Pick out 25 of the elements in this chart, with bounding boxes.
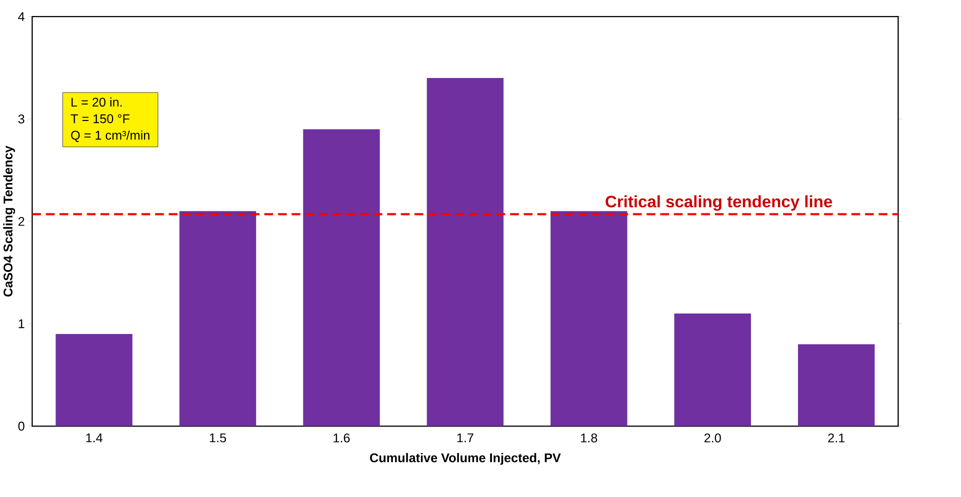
y-tick-label: 1 (18, 319, 24, 328)
x-tick-label: 1.6 (334, 433, 350, 442)
x-tick-label: 2.0 (704, 433, 721, 442)
bar (674, 313, 751, 426)
bar (550, 210, 628, 426)
bar (798, 344, 875, 426)
y-tick-label: 0 (18, 422, 24, 430)
x-axis-title: Cumulative Volume Injected, PV (370, 452, 561, 465)
annotation: T = 150 °F (70, 114, 130, 124)
ref-line-label: Critical scaling tendency line (606, 195, 832, 211)
y-tick-label: 2 (18, 216, 24, 226)
bar (56, 334, 132, 426)
x-tick-label: 1.5 (210, 433, 226, 442)
bar (303, 129, 380, 426)
annotation: Q = 1 cm³/min (71, 130, 150, 142)
x-tick-label: 1.7 (457, 433, 474, 442)
x-tick-label: 2.1 (828, 433, 844, 442)
x-tick-label: 1.4 (86, 433, 102, 442)
y-tick-label: 3 (18, 114, 24, 124)
annotation: L = 20 in. (72, 97, 122, 107)
bar (179, 210, 256, 426)
bar (426, 78, 504, 426)
y-tick-label: 4 (18, 12, 24, 21)
x-tick-label: 1.8 (581, 433, 598, 442)
y-axis-title: CaSO4 Scaling Tendency (3, 146, 16, 296)
